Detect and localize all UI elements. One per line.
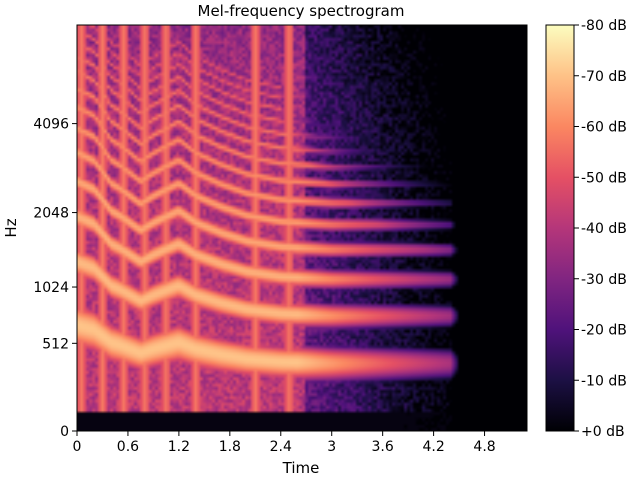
x-axis-label: Time (282, 459, 320, 477)
colorbar-gradient (545, 24, 575, 432)
y-axis-label: Hz (2, 218, 20, 237)
colorbar-tick-label: -80 dB (581, 18, 627, 34)
colorbar-tick-label: -10 dB (581, 373, 627, 389)
y-tick-label: 1024 (33, 280, 69, 296)
colorbar-tick-label: -40 dB (581, 221, 627, 237)
x-tick-label: 2.4 (270, 439, 292, 455)
plot-frame (76, 24, 528, 432)
chart-title: Mel-frequency spectrogram (198, 2, 405, 20)
x-tick-label: 3.6 (372, 439, 394, 455)
spectrogram-plot-area (77, 25, 527, 431)
colorbar-tick-label: -30 dB (581, 272, 627, 288)
colorbar-tick-label: -50 dB (581, 170, 627, 186)
x-tick-label: 1.8 (219, 439, 241, 455)
y-tick-label: 2048 (33, 206, 69, 222)
x-tick-label: 4.2 (422, 439, 444, 455)
y-tick-label: 512 (42, 336, 69, 352)
x-tick-label: 3 (327, 439, 336, 455)
spectrogram-image (77, 25, 527, 431)
colorbar-tick-label: -20 dB (581, 323, 627, 339)
y-tick-label: 0 (60, 424, 69, 440)
x-tick-label: 4.8 (473, 439, 495, 455)
axes: 0 0.6 1.2 1.8 2.4 3 3.6 4.2 4.8 0 512 1024 2048 4096 (33, 24, 528, 455)
colorbar-tick-label: +0 dB (581, 424, 625, 440)
colorbar: +0 dB -10 dB -20 dB -30 dB -40 dB -50 dB -60 d… (545, 18, 627, 440)
x-tick-label: 1.2 (168, 439, 190, 455)
x-tick-label: 0.6 (117, 439, 139, 455)
colorbar-tick-label: -70 dB (581, 69, 627, 85)
y-tick-label: 4096 (33, 117, 69, 133)
colorbar-tick-label: -60 dB (581, 120, 627, 136)
x-tick-label: 0 (73, 439, 82, 455)
